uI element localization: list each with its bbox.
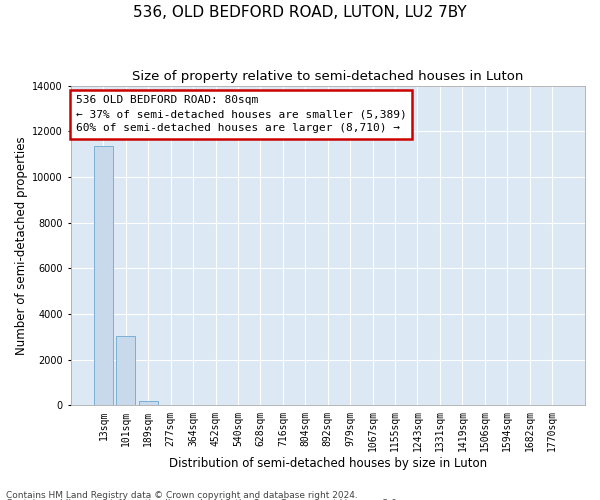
Y-axis label: Number of semi-detached properties: Number of semi-detached properties bbox=[15, 136, 28, 355]
Text: 536 OLD BEDFORD ROAD: 80sqm
← 37% of semi-detached houses are smaller (5,389)
60: 536 OLD BEDFORD ROAD: 80sqm ← 37% of sem… bbox=[76, 95, 406, 133]
Bar bbox=[139, 402, 158, 406]
Text: Contains HM Land Registry data © Crown copyright and database right 2024.: Contains HM Land Registry data © Crown c… bbox=[6, 490, 358, 500]
Text: 536, OLD BEDFORD ROAD, LUTON, LU2 7BY: 536, OLD BEDFORD ROAD, LUTON, LU2 7BY bbox=[133, 5, 467, 20]
Title: Size of property relative to semi-detached houses in Luton: Size of property relative to semi-detach… bbox=[132, 70, 523, 83]
Text: Contains public sector information licensed under the Open Government Licence v3: Contains public sector information licen… bbox=[6, 499, 400, 500]
X-axis label: Distribution of semi-detached houses by size in Luton: Distribution of semi-detached houses by … bbox=[169, 457, 487, 470]
Bar bbox=[116, 336, 136, 406]
Bar bbox=[94, 146, 113, 406]
